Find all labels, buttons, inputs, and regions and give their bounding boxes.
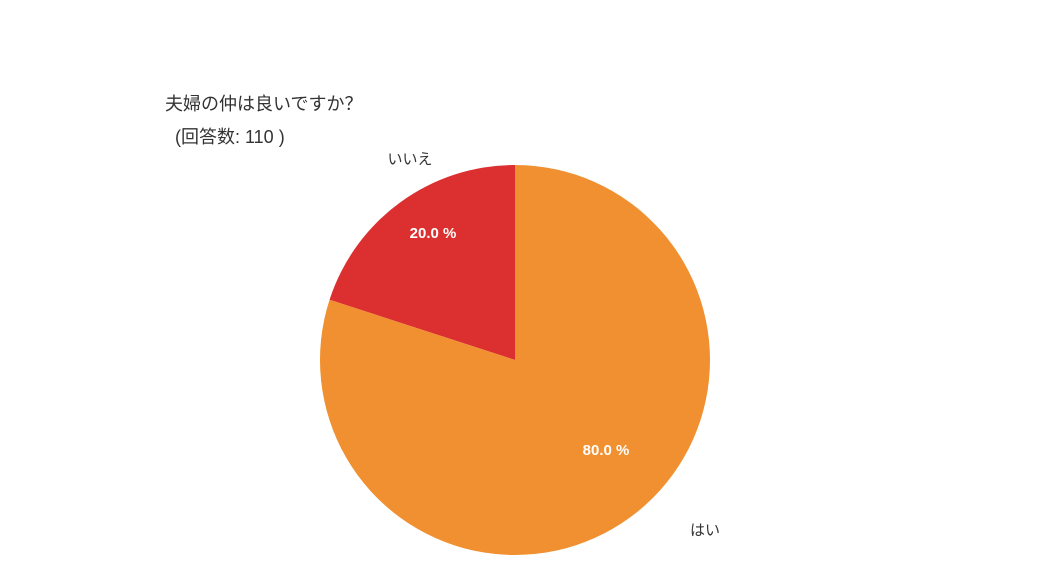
chart-subtitle: (回答数: 110 ) xyxy=(165,123,362,152)
chart-title: 夫婦の仲は良いですか？ xyxy=(165,90,362,119)
slice-label-0: いいえ xyxy=(387,151,432,168)
slice-pct-0: 20.0 % xyxy=(410,225,457,242)
page: 夫婦の仲は良いですか？ (回答数: 110 ) 20.0 % 80.0 % いいえは… xyxy=(0,0,1040,585)
slice-pct-1: 80.0 % xyxy=(583,442,630,459)
slice-label-1: はい xyxy=(690,522,720,539)
pie-chart: 20.0 % 80.0 % いいえはい xyxy=(260,150,780,580)
title-block: 夫婦の仲は良いですか？ (回答数: 110 ) xyxy=(165,90,362,152)
